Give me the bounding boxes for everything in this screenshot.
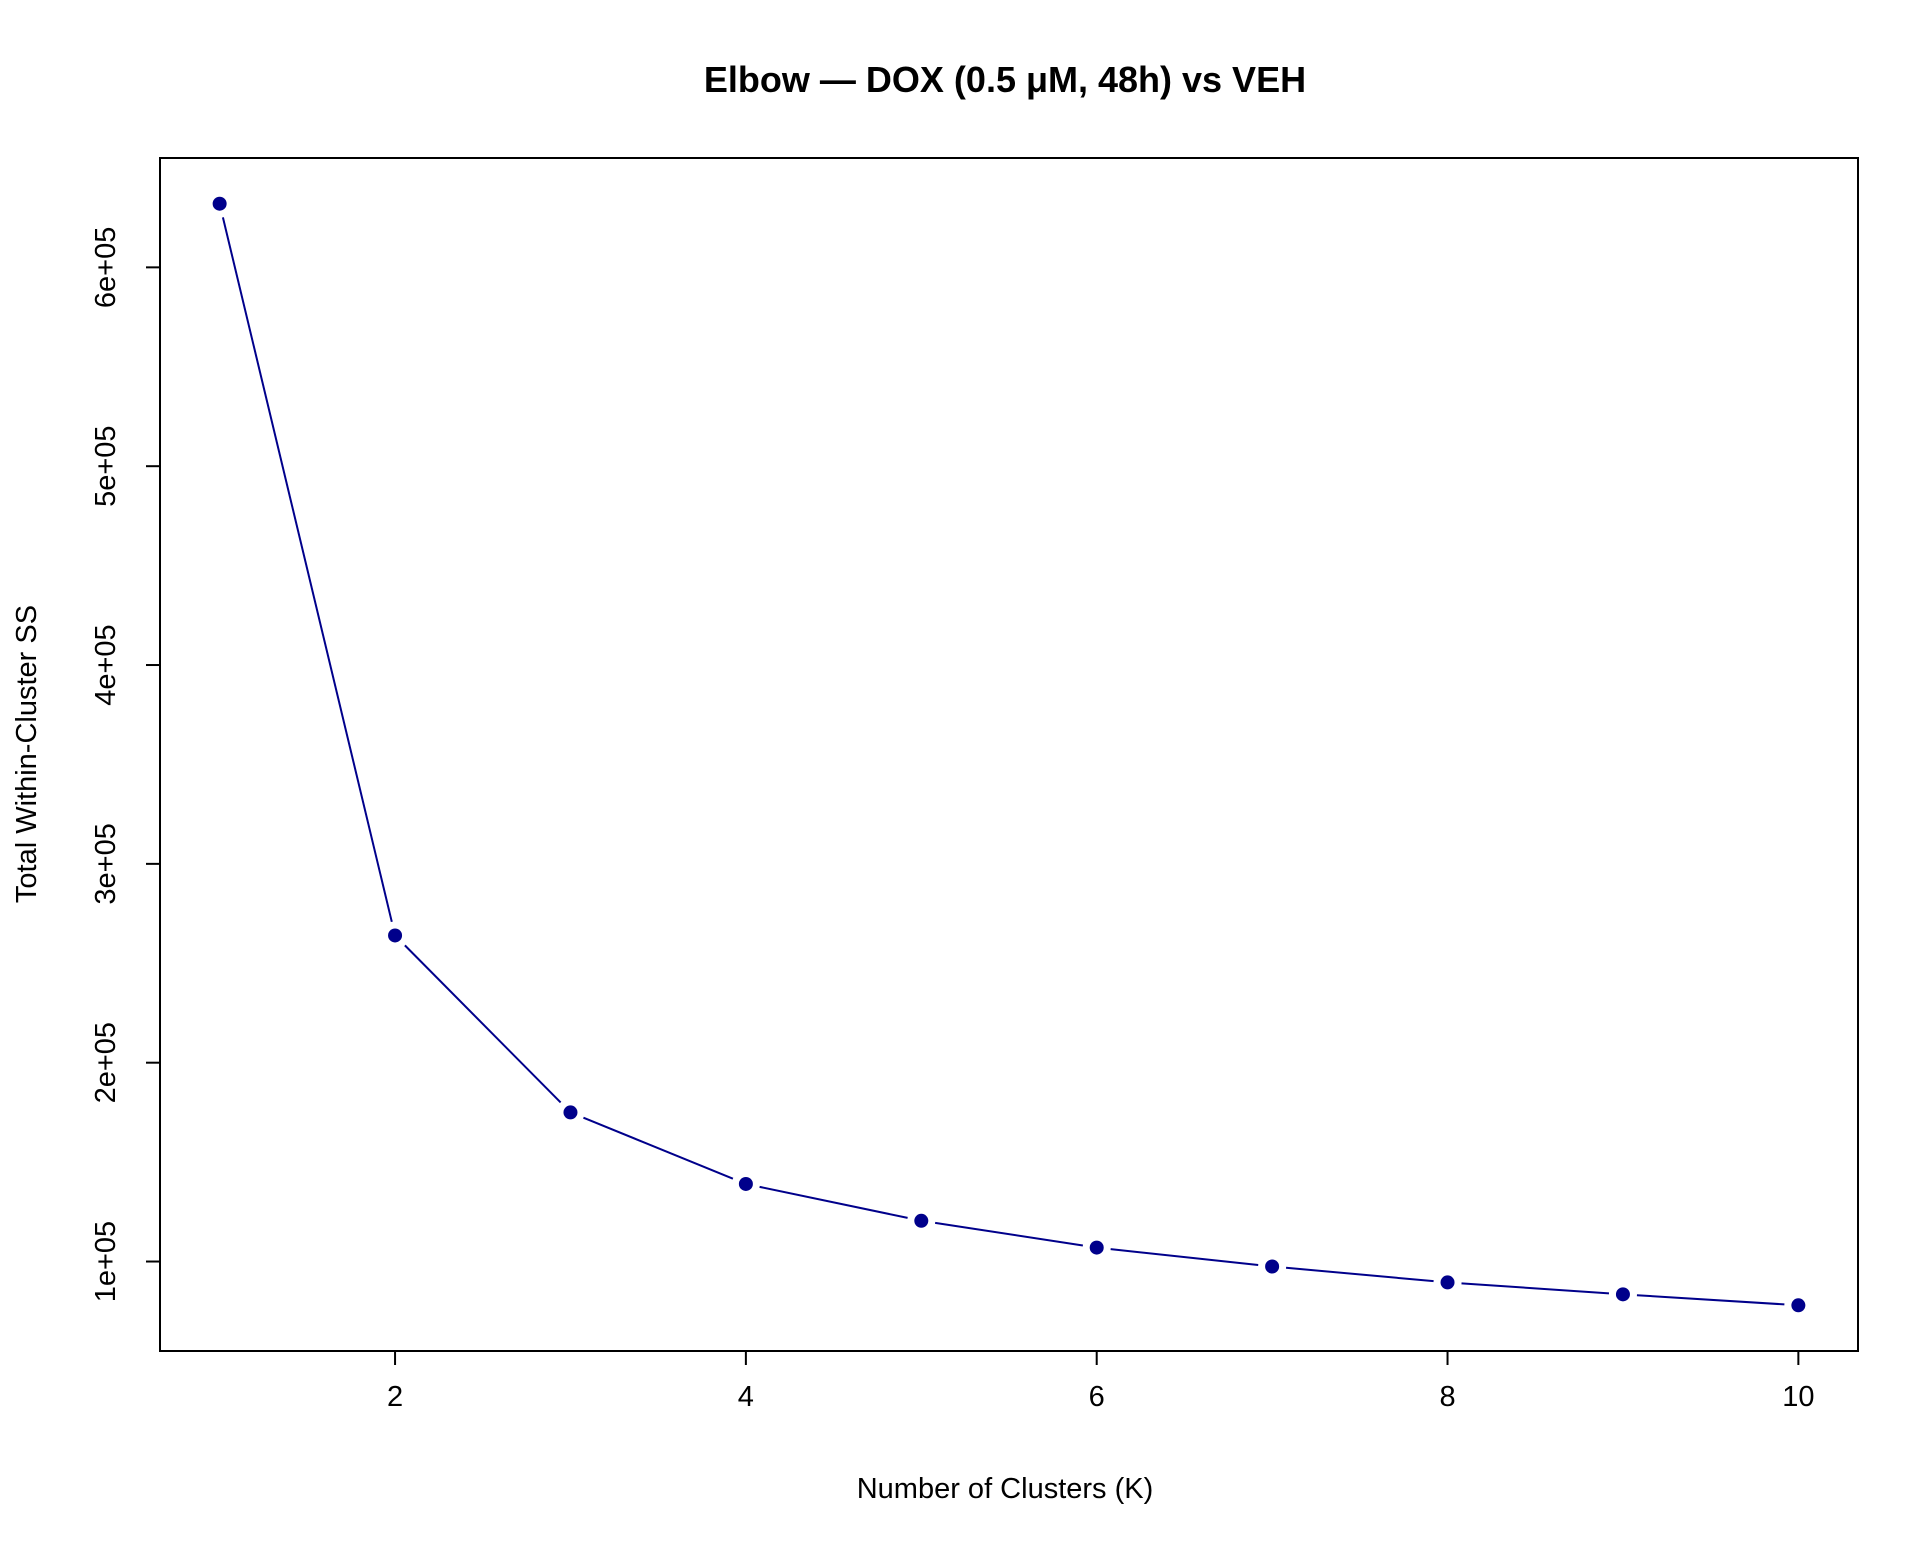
x-tick-label: 8 <box>1439 1381 1455 1413</box>
y-tick-label: 5e+05 <box>90 425 122 506</box>
x-tick-label: 6 <box>1089 1381 1105 1413</box>
data-point <box>1440 1275 1455 1290</box>
data-point <box>388 928 403 943</box>
plot-frame <box>159 157 1859 1352</box>
y-axis-label: Total Within-Cluster SS <box>11 605 43 903</box>
data-point <box>563 1105 578 1120</box>
data-point <box>914 1213 929 1228</box>
y-axis: 1e+05 2e+05 3e+05 4e+05 5e+05 6e+05 <box>90 227 160 1302</box>
series-line-segment <box>934 1221 1084 1247</box>
series-line-segment <box>1285 1266 1434 1283</box>
x-tick-label: 2 <box>387 1381 403 1413</box>
data-point <box>738 1176 753 1191</box>
x-tick-label: 10 <box>1782 1381 1814 1413</box>
data-point <box>212 196 227 211</box>
series-line-segment <box>583 1116 734 1180</box>
y-tick-label: 2e+05 <box>90 1022 122 1103</box>
series-line-segment <box>221 217 393 923</box>
y-tick-label: 3e+05 <box>90 823 122 904</box>
y-tick-label: 4e+05 <box>90 624 122 705</box>
series-line-segment <box>759 1185 908 1219</box>
data-point <box>1615 1287 1630 1302</box>
y-tick-label: 6e+05 <box>90 227 122 308</box>
data-point <box>1265 1259 1280 1274</box>
x-tick-label: 4 <box>738 1381 754 1413</box>
chart-title: Elbow — DOX (0.5 μM, 48h) vs VEH <box>704 59 1306 100</box>
series-line-segment <box>1110 1248 1259 1266</box>
series-line-segment <box>1461 1282 1610 1295</box>
y-tick-label: 1e+05 <box>90 1221 122 1302</box>
series-line-segment <box>404 944 562 1104</box>
x-axis-label: Number of Clusters (K) <box>857 1473 1154 1505</box>
data-point <box>1089 1240 1104 1255</box>
x-axis: 2 4 6 8 10 <box>387 1351 1814 1413</box>
series-line-segment <box>1636 1294 1785 1306</box>
series-layer <box>212 196 1806 1313</box>
data-point <box>1791 1298 1806 1313</box>
